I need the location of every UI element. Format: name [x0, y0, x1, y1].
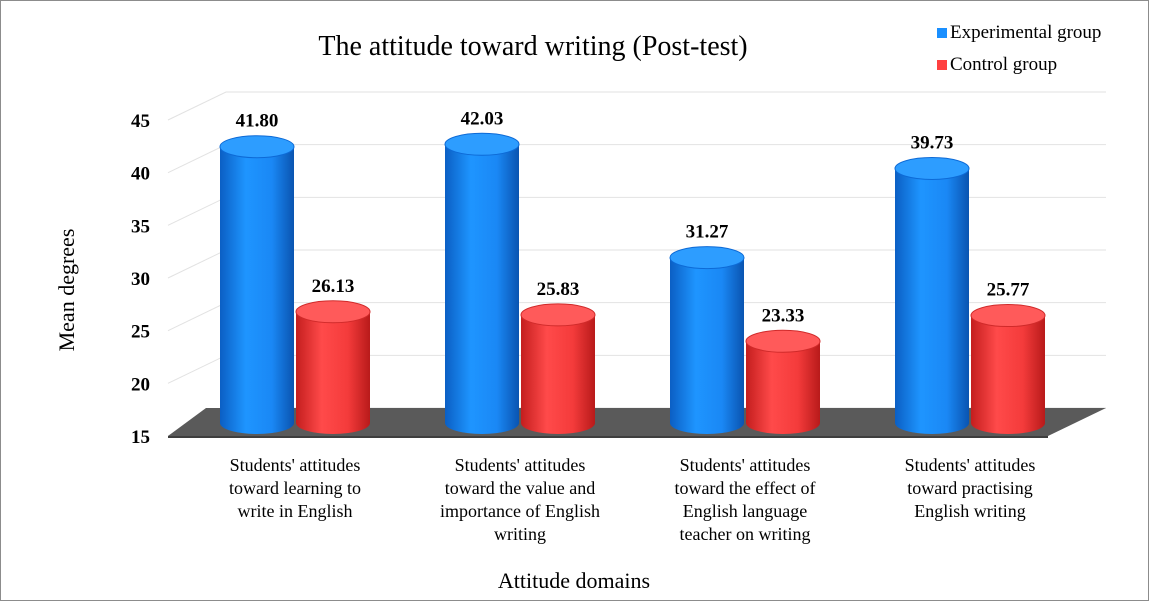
floor-edge — [168, 436, 1048, 438]
bar-top-control — [295, 300, 371, 324]
y-tick-label: 40 — [131, 164, 150, 185]
data-label: 23.33 — [762, 305, 805, 326]
bar-layer — [219, 132, 1046, 434]
legend-item-control: Control group — [937, 54, 1057, 76]
bar-control — [971, 315, 1045, 434]
data-label: 39.73 — [911, 133, 954, 154]
x-tick-label: Students' attitudes toward learning to wri… — [229, 455, 361, 521]
x-tick-label: Students' attitudes toward practising Engl… — [905, 455, 1036, 521]
y-tick-label: 30 — [131, 269, 150, 290]
chart-floor — [168, 408, 1106, 438]
data-label-layer: 41.80 26.13 42.03 25.83 31.27 23.33 39.73 25.77 — [236, 108, 1030, 326]
y-tick-label: 45 — [131, 111, 150, 132]
y-tick-label: 35 — [131, 216, 150, 237]
legend-label-experimental: Experimental group — [950, 22, 1102, 43]
bar-top-control — [970, 304, 1046, 328]
bar-control — [521, 314, 595, 434]
data-label: 26.13 — [312, 276, 355, 297]
bar-top-control — [745, 329, 821, 353]
bar-top-experimental — [894, 157, 970, 181]
bar-experimental — [670, 257, 744, 434]
y-tick-label: 20 — [131, 374, 150, 395]
y-tick-label: 25 — [131, 322, 150, 343]
bar-experimental — [445, 144, 519, 434]
bar-top-experimental — [219, 135, 295, 159]
y-tick-label: 15 — [131, 427, 150, 448]
data-label: 25.77 — [987, 280, 1030, 301]
data-label: 41.80 — [236, 111, 279, 132]
legend-swatch-experimental — [937, 28, 947, 38]
bar-top-control — [520, 303, 596, 327]
bar-control — [296, 311, 370, 434]
grid-line — [167, 91, 1106, 121]
legend-label-control: Control group — [950, 54, 1058, 75]
bar-top-experimental — [444, 132, 520, 156]
x-axis-label: Attitude domains — [498, 568, 650, 593]
chart-title: The attitude toward writing (Post-test) — [318, 31, 747, 62]
x-tick-label: Students' attitudes toward the value and i… — [440, 455, 600, 544]
x-tick-label: Students' attitudes toward the effect of E… — [674, 455, 815, 544]
legend-item-experimental: Experimental group — [937, 22, 1101, 44]
data-label: 25.83 — [537, 279, 580, 300]
bar-experimental — [895, 168, 969, 434]
data-label: 42.03 — [461, 108, 504, 129]
data-label: 31.27 — [686, 222, 729, 243]
bar-experimental — [220, 146, 294, 434]
axis-layer: 15 20 25 30 35 40 45 Students' attitudes toward … — [131, 111, 1035, 544]
bar-top-experimental — [669, 246, 745, 270]
legend-swatch-control — [937, 60, 947, 70]
y-axis-label: Mean degrees — [54, 229, 79, 352]
floor-top — [168, 408, 1106, 436]
bar-control — [746, 341, 820, 434]
